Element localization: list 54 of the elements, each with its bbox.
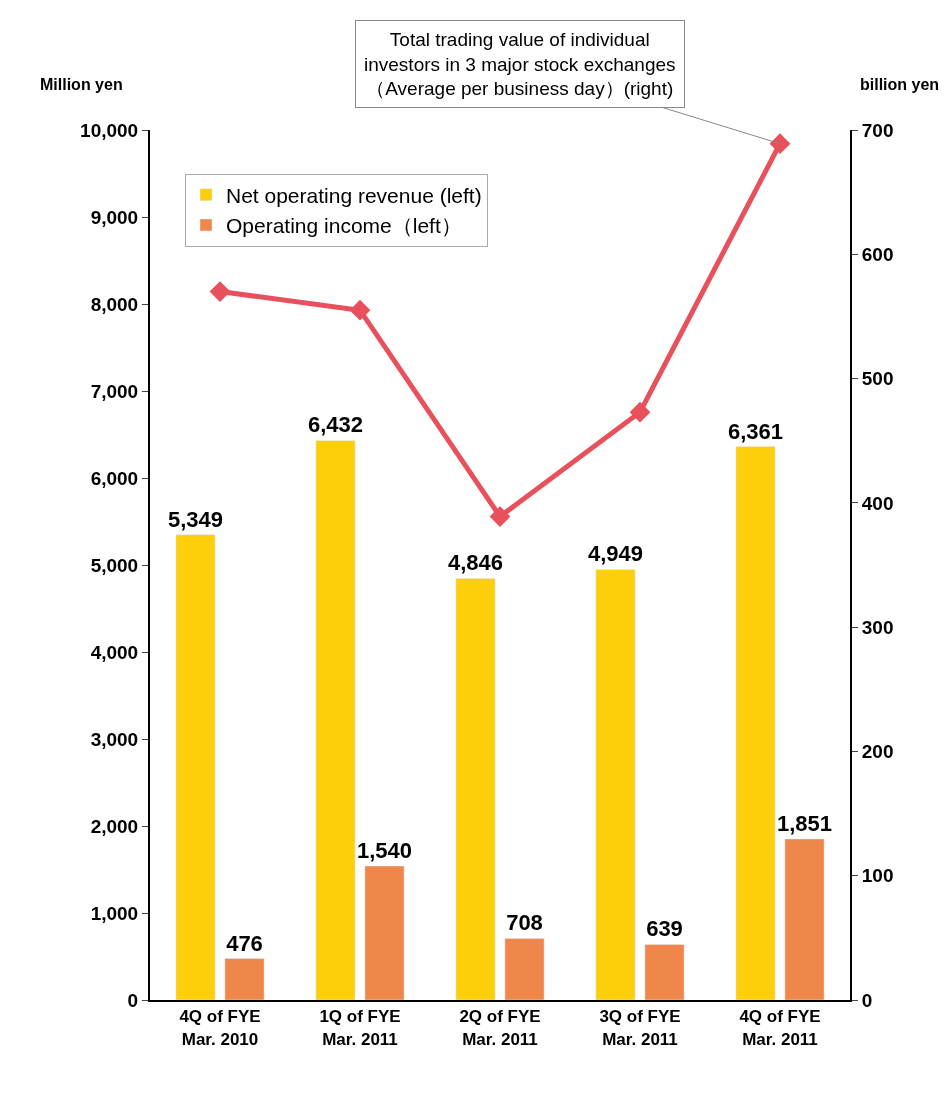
x-tick-label: 4Q of FYE Mar. 2010	[179, 1007, 261, 1049]
y-tick-label: 0	[127, 989, 139, 1011]
data-label: 4,949	[587, 541, 644, 567]
y-tick-label: 5,000	[90, 554, 139, 576]
bar	[595, 569, 636, 1000]
data-label: 5,349	[167, 506, 224, 532]
data-label: 639	[646, 916, 683, 942]
x-tick-label: 2Q of FYE Mar. 2011	[459, 1007, 541, 1049]
bar	[455, 578, 496, 1000]
point	[629, 401, 651, 423]
data-label: 1,540	[356, 838, 413, 864]
point	[489, 506, 511, 527]
data-label: 1,851	[776, 810, 833, 836]
data-label: 708	[506, 910, 543, 936]
y-tick-label: 1,000	[90, 902, 139, 924]
legend-label: Operating income（left）	[226, 214, 462, 238]
bar	[735, 446, 776, 1000]
y-tick-label: 4,000	[90, 641, 139, 663]
y2-tick-label: 500	[861, 368, 894, 390]
y-tick-label: 9,000	[90, 206, 139, 228]
y-tick-label: 10,000	[80, 119, 139, 141]
data-label: 4,846	[447, 550, 504, 576]
bar	[364, 865, 405, 1000]
x-tick-label: 1Q of FYE Mar. 2011	[319, 1007, 401, 1049]
bar	[175, 534, 216, 1000]
y2-axis-title: billion yen	[860, 76, 940, 93]
bar	[504, 938, 545, 1000]
x-tick-label: 3Q of FYE Mar. 2011	[599, 1007, 681, 1049]
y-tick-label: 8,000	[90, 293, 139, 315]
y2-tick-label: 600	[861, 243, 894, 265]
bar	[224, 958, 265, 1000]
bar	[644, 944, 685, 1000]
data-label: 6,361	[727, 418, 784, 444]
y2-tick-label: 200	[861, 741, 894, 763]
x-tick-label: 4Q of FYE Mar. 2011	[739, 1007, 821, 1049]
y-tick-label: 7,000	[90, 380, 139, 402]
text: Total trading value of individual investors in 3 major stock exchanges （Average per business day）(right)	[364, 29, 676, 100]
y2-tick-label: 100	[861, 865, 894, 887]
bar	[315, 440, 356, 1000]
y-axis-title: Million yen	[40, 76, 123, 93]
point	[769, 133, 791, 155]
y2-tick-label: 0	[861, 989, 873, 1011]
point	[349, 299, 371, 321]
data-label: 476	[226, 930, 263, 956]
y-tick-label: 3,000	[90, 728, 139, 750]
y2-tick-label: 300	[861, 616, 894, 638]
y-tick-label: 2,000	[90, 815, 139, 837]
y2-tick-label: 700	[861, 119, 894, 141]
legend-label: Net operating revenue (left)	[226, 183, 482, 207]
data-label: 6,432	[307, 412, 364, 438]
bar	[784, 838, 825, 1000]
y-tick-label: 6,000	[90, 467, 139, 489]
point	[209, 281, 231, 302]
y2-tick-label: 400	[861, 492, 894, 514]
